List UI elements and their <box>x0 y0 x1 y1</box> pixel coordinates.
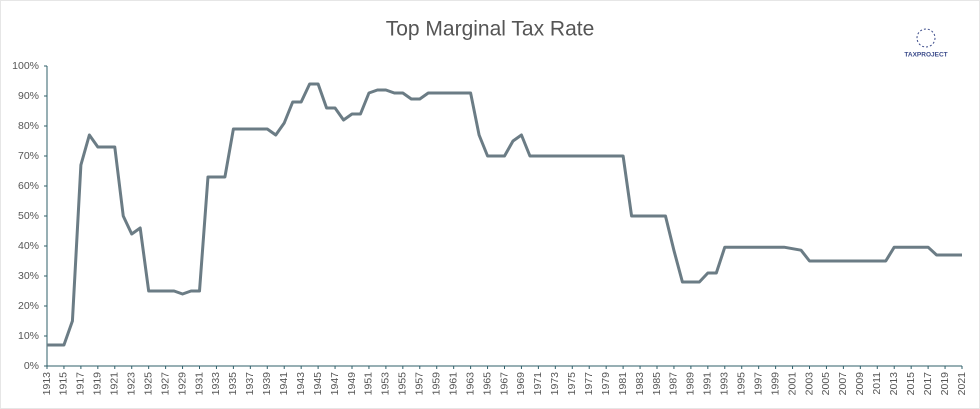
y-tick-label: 100% <box>12 60 39 72</box>
x-tick-label: 2015 <box>905 372 917 396</box>
x-tick-label: 1923 <box>126 372 138 396</box>
x-tick-label: 1983 <box>634 372 646 396</box>
x-tick-label: 1973 <box>549 372 561 396</box>
x-tick-label: 1995 <box>736 372 748 396</box>
x-tick-label: 1979 <box>600 372 612 396</box>
x-tick-label: 1949 <box>346 372 358 396</box>
x-tick-label: 1913 <box>41 372 53 396</box>
y-tick-label: 70% <box>18 150 39 162</box>
x-tick-label: 1989 <box>685 372 697 396</box>
x-tick-label: 1925 <box>142 372 154 396</box>
x-tick-label: 1981 <box>617 372 629 396</box>
x-tick-label: 1921 <box>109 372 121 396</box>
chart-title: Top Marginal Tax Rate <box>386 18 595 41</box>
x-tick-label: 2001 <box>786 372 798 396</box>
x-tick-label: 1935 <box>227 372 239 396</box>
x-tick-label: 2003 <box>803 372 815 396</box>
x-tick-label: 1915 <box>58 372 70 396</box>
y-tick-label: 90% <box>18 90 39 102</box>
logo: TAXPROJECT <box>904 28 948 59</box>
x-tick-label: 1945 <box>312 372 324 396</box>
x-tick-label: 1939 <box>261 372 273 396</box>
y-tick-label: 80% <box>18 120 39 132</box>
y-tick-label: 20% <box>18 300 39 312</box>
x-tick-label: 2017 <box>922 372 934 396</box>
x-tick-label: 1987 <box>668 372 680 396</box>
x-tick-label: 1937 <box>244 372 256 396</box>
x-tick-label: 1931 <box>193 372 205 396</box>
x-tick-label: 1977 <box>583 372 595 396</box>
x-tick-label: 1997 <box>752 372 764 396</box>
x-tick-label: 1961 <box>447 372 459 396</box>
x-tick-label: 1967 <box>498 372 510 396</box>
x-tick-label: 2007 <box>837 372 849 396</box>
x-tick-label: 1969 <box>515 372 527 396</box>
x-tick-label: 1947 <box>329 372 341 396</box>
x-tick-label: 1957 <box>414 372 426 396</box>
x-tick-label: 1917 <box>75 372 87 396</box>
x-tick-label: 1919 <box>92 372 104 396</box>
x-tick-label: 1929 <box>176 372 188 396</box>
x-tick-label: 1933 <box>210 372 222 396</box>
x-tick-label: 1991 <box>702 372 714 396</box>
x-tick-label: 1963 <box>464 372 476 396</box>
x-tick-label: 1965 <box>481 372 493 396</box>
y-tick-label: 0% <box>24 360 39 372</box>
x-tick-label: 1951 <box>363 372 375 396</box>
y-tick-label: 50% <box>18 210 39 222</box>
y-tick-label: 10% <box>18 330 39 342</box>
x-tick-label: 1927 <box>159 372 171 396</box>
logo-text: TAXPROJECT <box>904 52 947 59</box>
x-tick-label: 1993 <box>719 372 731 396</box>
x-tick-label: 1943 <box>295 372 307 396</box>
x-tick-label: 2005 <box>820 372 832 396</box>
y-tick-label: 30% <box>18 270 39 282</box>
logo-icon <box>916 28 936 48</box>
y-tick-label: 60% <box>18 180 39 192</box>
x-tick-label: 1999 <box>769 372 781 396</box>
x-tick-label: 2019 <box>939 372 951 396</box>
x-tick-label: 1985 <box>651 372 663 396</box>
x-tick-label: 1941 <box>278 372 290 396</box>
x-tick-label: 2013 <box>888 372 900 396</box>
x-tick-label: 1955 <box>397 372 409 396</box>
x-tick-label: 2021 <box>956 372 968 396</box>
x-tick-label: 2009 <box>854 372 866 396</box>
x-tick-label: 1959 <box>431 372 443 396</box>
x-tick-label: 1971 <box>532 372 544 396</box>
x-tick-label: 1975 <box>566 372 578 396</box>
y-tick-label: 40% <box>18 240 39 252</box>
x-tick-label: 2011 <box>871 372 883 395</box>
x-tick-label: 1953 <box>380 372 392 396</box>
data-line <box>47 82 962 347</box>
